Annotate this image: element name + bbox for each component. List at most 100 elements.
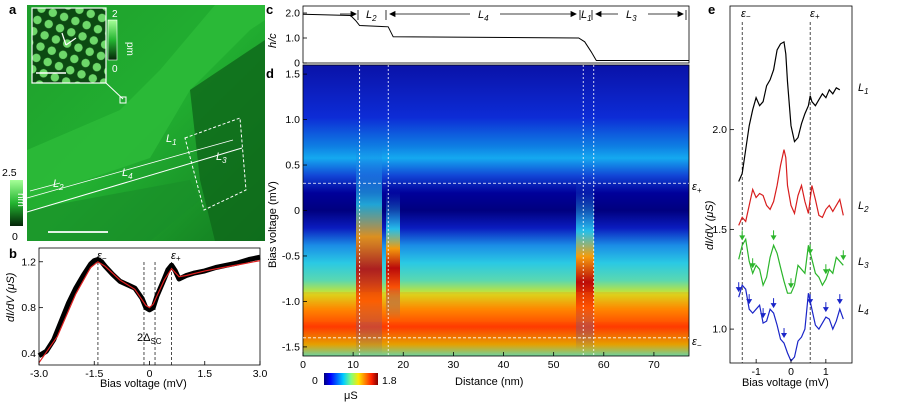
label-l1: L1 [166,133,177,147]
y-tick-label: 1.5 [712,224,727,236]
l2-arrow [29,182,61,192]
height-colorbar-min: 0 [12,231,18,243]
inset-lattice-arrow [65,37,77,46]
x-tick-label: 60 [598,359,610,371]
x-tick-label: -3.0 [30,368,48,380]
y-tick-label: 1.5 [285,69,300,81]
x-tick-label: 10 [347,359,359,371]
inset-colorbar-max: 2 [112,9,118,20]
e-curve-l4 [738,283,844,363]
x-tick-label: 30 [448,359,460,371]
e-peak-arrowhead [770,303,777,309]
x-tick-label: 0 [788,366,794,378]
heatmap-edge-feature [386,190,400,320]
c-label-l1: L1 [581,9,592,23]
e-curve-label-l3: L3 [858,256,869,270]
inset-pointer-line [105,82,124,100]
d-colorbar-min: 0 [312,375,318,387]
b-series [37,254,261,364]
y-tick-label: 1.0 [285,33,300,45]
e-peak-arrowhead [836,299,843,305]
inset-colorbar [107,19,118,61]
e-xlabel: Bias voltage (mV) [742,377,829,389]
b-xlabel: Bias voltage (mV) [100,378,187,390]
panel-letter-b: b [9,246,17,261]
linecut-arrow-line [26,151,191,199]
e-vlines [741,22,811,363]
x-tick-label: 40 [498,359,510,371]
x-tick-label: 0 [300,359,306,371]
b-gap-label: 2ΔSC [137,332,162,346]
atomic-inset-image [31,7,107,84]
e-peak-arrowhead [746,299,753,305]
x-tick-label: 20 [397,359,409,371]
b-vlines [97,262,172,365]
inset-colorbar-unit: pm [124,42,135,56]
d-colorbar [324,373,378,385]
c-ticks: 0 1.0 2.0 [285,8,307,70]
height-colorbar [10,180,23,226]
c-height-profile [302,13,689,61]
inset-region-marker [119,96,127,104]
panel-letter-c: c [266,2,273,17]
d-xlabel: Distance (nm) [455,376,523,388]
panel-b: b -3.0 -1.5 0 1.5 3.0 0.4 0.8 1.2 dI/dV (μS) Bi… [5,246,267,390]
height-colorbar-unit: nm [15,193,26,207]
d-colorbar-max: 1.8 [382,375,397,387]
y-tick-label: 2.0 [712,124,727,136]
e-eps-plus: ε+ [810,8,820,21]
y-tick-label: 1.0 [712,324,727,336]
l3-region-box [184,117,247,211]
panel-d: d 0 10 20 30 40 50 60 70-1.5-1.0-0.500.51.01.5 … [266,64,702,402]
e-curve-l3 [738,237,844,294]
e-peak-arrowhead [840,255,847,261]
panel-letter-a: a [9,2,17,17]
y-tick-label: 2.0 [285,8,300,20]
b-eps-plus: ε+ [171,250,181,263]
panel-c: c 0 1.0 2.0 h/c L2 L4 L1 L3 [266,2,690,70]
terrace-dark [27,180,200,241]
label-l3: L3 [216,151,227,165]
e-curve-l1 [738,40,841,182]
d-ylabel: Bias voltage (mV) [267,181,279,268]
e-peak-arrowhead [739,235,746,241]
x-tick-label: 1.5 [197,368,212,380]
b-ylabel: dI/dV (μS) [5,272,17,322]
heatmap-edge-feature [356,140,382,355]
y-tick-label: -1.5 [282,341,300,353]
inset-lattice-arrow [61,32,67,46]
x-tick-label: -1.5 [85,368,103,380]
x-tick-label: 3.0 [253,368,268,380]
plot-frame-e [729,5,853,364]
d-guide-lines [303,65,689,356]
e-peak-arrowhead [735,287,742,293]
e-curve-label-l4: L4 [858,303,869,317]
x-tick-label: 1 [823,366,829,378]
heatmap-band [303,292,689,322]
x-tick-label: -1 [751,366,760,378]
e-curve-label-l2: L2 [858,200,869,214]
e-peak-arrowhead [760,313,767,319]
y-tick-label: 0.5 [285,160,300,172]
e-curve-label-l1: L1 [858,82,869,96]
terrace-bright [27,5,265,200]
c-series [302,13,689,61]
heatmap-edge-feature [576,180,594,350]
l3-arrow [189,139,234,153]
e-peak-arrowhead [770,235,777,241]
height-colorbar-max: 2.5 [2,167,17,179]
e-peak-arrowhead [822,269,829,275]
terrace-darkest [190,40,265,241]
e-peak-arrowhead [781,333,788,339]
e-ticks: -1 0 1 1.0 1.5 2.0 [712,124,829,378]
y-tick-label: -0.5 [282,250,300,262]
y-tick-label: 1.0 [285,114,300,126]
y-tick-label: 0 [294,58,300,70]
b-ticks: -3.0 -1.5 0 1.5 3.0 0.4 0.8 1.2 [21,256,267,380]
panel-letter-d: d [266,66,274,81]
inset-colorbar-min: 0 [112,64,118,75]
e-peak-arrowhead [822,307,829,313]
d-colorbar-unit: μS [344,390,358,402]
y-tick-label: 0 [294,205,300,217]
